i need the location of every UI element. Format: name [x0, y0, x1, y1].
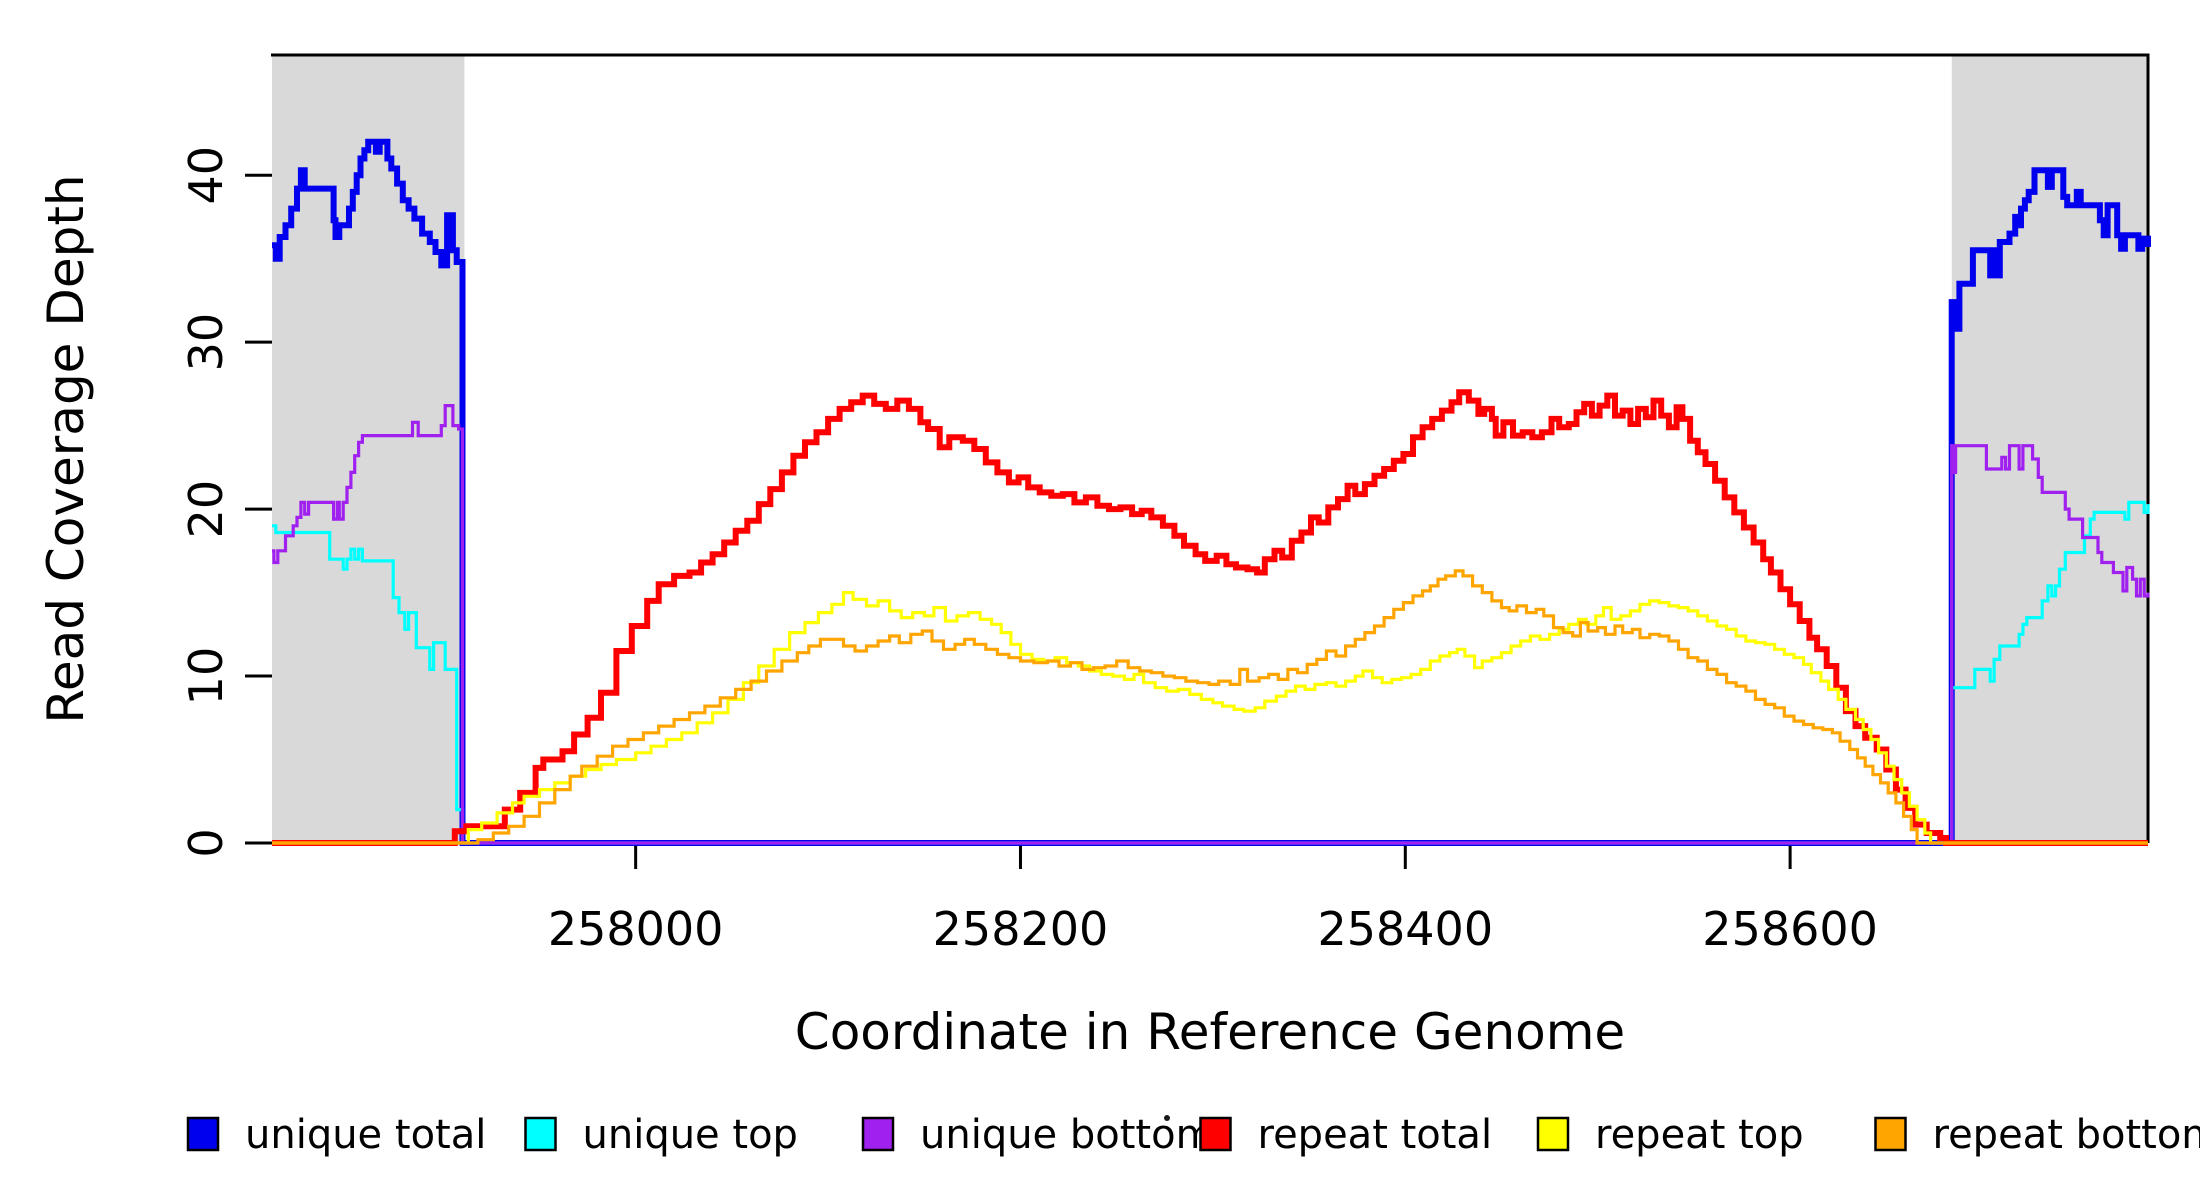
series-line-repeat-total [272, 389, 2148, 846]
series-line-unique-total [272, 138, 2151, 846]
legend-swatch [1199, 1116, 1232, 1152]
x-axis-title: Coordinate in Reference Genome [795, 1003, 1625, 1061]
legend-item-unique-total: unique total [186, 1112, 486, 1158]
x-tick-label: 258200 [933, 902, 1109, 956]
legend-item-repeat-bottom: repeat bottom [1874, 1112, 2200, 1158]
legend-item-unique-top: unique top [524, 1112, 798, 1158]
legend-label: repeat top [1595, 1112, 1804, 1158]
series-line-unique-bottom [272, 404, 2150, 845]
y-tick-label: 40 [179, 146, 233, 205]
legend-item-repeat-total: repeat total [1199, 1112, 1493, 1158]
legend-label: repeat total [1258, 1112, 1493, 1158]
legend-label: repeat bottom [1933, 1112, 2200, 1158]
series-lines [272, 138, 2151, 846]
legend-item-repeat-top: repeat top [1536, 1112, 1804, 1158]
series-line-repeat-top [272, 591, 2148, 845]
legend-label: unique total [245, 1112, 486, 1158]
x-tick-label: 258600 [1702, 902, 1878, 956]
legend-item-unique-bottom: unique bottom [861, 1112, 1215, 1158]
x-tick-label: 258400 [1317, 902, 1493, 956]
y-tick-label: 0 [179, 828, 233, 857]
legend-swatch [186, 1116, 220, 1152]
legend-swatch [524, 1116, 557, 1152]
stray-dot [1164, 1115, 1170, 1121]
x-tick-label: 258000 [548, 902, 724, 956]
legend-label: unique bottom [920, 1112, 1215, 1158]
series-line-repeat-bottom [272, 569, 2148, 845]
y-axis-title: Read Coverage Depth [37, 174, 95, 723]
y-axis: 0 10 20 30 40 [179, 146, 272, 858]
legend-swatch [1536, 1116, 1570, 1152]
y-tick-label: 20 [179, 480, 233, 539]
legend-swatch [861, 1116, 895, 1152]
legend-label: unique top [583, 1112, 798, 1158]
y-tick-label: 30 [179, 313, 233, 372]
y-tick-label: 10 [179, 647, 233, 706]
x-axis: 258000 258200 258400 258600 [548, 843, 1878, 956]
legend-swatch [1874, 1116, 1907, 1152]
legend: unique total unique top unique bottom repea… [186, 1112, 2200, 1158]
